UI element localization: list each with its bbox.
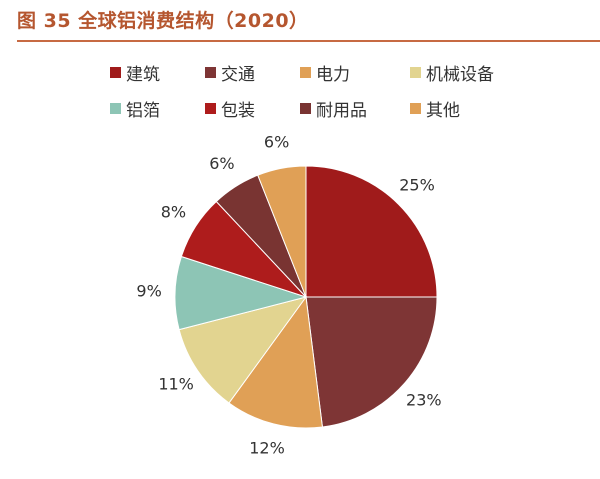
legend-label: 耐用品	[316, 101, 367, 121]
data-label: 6%	[209, 154, 234, 173]
legend-item-durables: 耐用品	[300, 96, 410, 121]
slice-machinery	[178, 296, 308, 404]
legend-item-electrical: 电力	[300, 60, 410, 85]
data-label: 8%	[161, 202, 186, 221]
legend-swatch	[205, 67, 216, 78]
legend-label: 机械设备	[426, 65, 494, 85]
slice-construction	[305, 165, 438, 298]
legend-item-foil: 铝箔	[110, 96, 205, 121]
data-label: 25%	[399, 176, 435, 195]
legend-label: 其他	[426, 101, 460, 121]
legend-item-machinery: 机械设备	[410, 60, 530, 85]
title-divider	[17, 40, 600, 42]
legend-swatch	[410, 103, 421, 114]
legend-label: 交通	[221, 65, 255, 85]
legend-swatch	[300, 67, 311, 78]
data-label: 9%	[136, 282, 161, 301]
legend-swatch	[205, 103, 216, 114]
legend-swatch	[110, 67, 121, 78]
legend-item-construction: 建筑	[110, 60, 205, 85]
data-label: 23%	[406, 390, 442, 409]
legend-label: 铝箔	[126, 101, 160, 121]
chart-legend: 建筑 交通 电力 机械设备 铝箔 包装 耐用品 其他	[110, 60, 530, 121]
figure-title: 图 35 全球铝消费结构（2020）	[17, 10, 309, 32]
slice-electrical	[228, 295, 323, 429]
data-label: 12%	[249, 439, 285, 458]
slice-other	[257, 165, 307, 298]
legend-item-packaging: 包装	[205, 96, 300, 121]
legend-swatch	[300, 103, 311, 114]
legend-label: 包装	[221, 101, 255, 121]
data-label: 11%	[158, 375, 194, 394]
legend-item-other: 其他	[410, 96, 530, 121]
data-label: 6%	[264, 132, 289, 151]
legend-swatch	[410, 67, 421, 78]
legend-label: 电力	[316, 65, 350, 85]
legend-label: 建筑	[126, 65, 160, 85]
slice-transport	[305, 296, 438, 428]
legend-item-transport: 交通	[205, 60, 300, 85]
legend-swatch	[110, 103, 121, 114]
